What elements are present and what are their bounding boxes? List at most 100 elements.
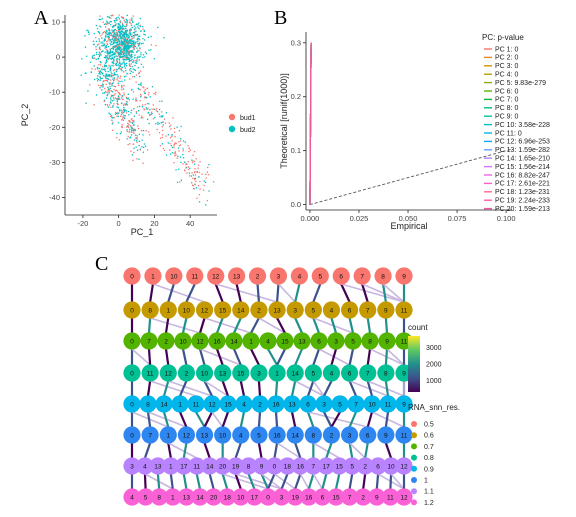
panel-a-point (109, 52, 111, 54)
panel-a-point (128, 126, 130, 129)
panel-a-point (204, 181, 207, 184)
panel-c-res-legend-title: RNA_snn_res. (408, 403, 460, 412)
panel-a-point (104, 65, 106, 67)
panel-a-point (105, 90, 107, 93)
panel-c-edge (211, 411, 224, 428)
panel-a-point (128, 99, 130, 101)
panel-c-node-label: 16 (297, 463, 305, 470)
panel-a-point (104, 47, 106, 49)
panel-c-node-label: 18 (284, 463, 292, 470)
panel-a-point (139, 56, 141, 58)
panel-b-legend-label: PC 7: 0 (495, 97, 518, 104)
panel-c-node-label: 4 (143, 463, 147, 470)
panel-c-node-label: 0 (130, 307, 134, 314)
panel-a-point (115, 89, 117, 92)
panel-a-point (170, 124, 172, 126)
panel-a-point (124, 79, 126, 81)
panel-c-res-legend-swatch (411, 488, 417, 495)
panel-a-point (112, 61, 114, 63)
panel-c-node-label: 1 (275, 370, 279, 377)
panel-a-point (148, 122, 150, 125)
panel-a-point (110, 75, 112, 77)
panel-a-point (102, 81, 104, 83)
panel-a-point (135, 111, 138, 113)
panel-c-node (174, 332, 192, 350)
panel-a-point (136, 138, 138, 140)
panel-c-node (381, 488, 399, 506)
panel-a-point (129, 72, 131, 75)
panel-c-edge (348, 442, 354, 459)
panel-c-node-label: 16 (305, 494, 313, 501)
panel-c-edge (221, 473, 229, 490)
panel-a-point (131, 34, 133, 36)
panel-c-node-label: 2 (330, 432, 334, 439)
panel-a-point (125, 47, 127, 49)
panel-c-edge (164, 348, 170, 366)
panel-a-point (99, 76, 101, 78)
panel-a-point (119, 68, 121, 70)
panel-a-point (136, 149, 139, 151)
panel-a-point (109, 65, 111, 67)
panel-a-point (116, 58, 118, 60)
panel-a-point (107, 32, 109, 34)
panel-a-point (131, 55, 133, 58)
panel-a-point (162, 115, 164, 117)
panel-a-point (116, 74, 118, 76)
panel-c-edge (290, 380, 297, 397)
panel-c-node-label: 14 (206, 463, 214, 470)
panel-c-node (378, 332, 396, 350)
panel-a-point (203, 180, 205, 182)
panel-a-point (128, 114, 130, 116)
panel-a-point (174, 151, 177, 153)
panel-c-node (332, 267, 350, 285)
panel-c-node (195, 301, 214, 319)
panel-a-point (146, 108, 148, 110)
panel-c-edge (277, 283, 296, 303)
panel-a-point (110, 44, 112, 46)
panel-a-point (117, 39, 119, 41)
panel-c-node-label: 0 (130, 338, 134, 345)
panel-a-point (144, 89, 146, 91)
panel-a-point (143, 30, 145, 32)
panel-a-point (108, 57, 110, 59)
panel-a-point (118, 84, 120, 86)
panel-a-point (136, 23, 138, 25)
panel-c-node-label: 0 (130, 401, 134, 408)
panel-a-point (99, 64, 102, 66)
panel-a-point (100, 78, 102, 80)
panel-c-res-legend: 0.50.60.70.80.911.11.2 (411, 421, 434, 507)
panel-a-point (182, 148, 184, 150)
panel-a-point (158, 132, 161, 134)
panel-a-point (142, 42, 144, 45)
panel-c-edge (294, 442, 302, 459)
panel-a-point (187, 166, 190, 168)
panel-a-point (205, 204, 207, 206)
panel-a-point (126, 49, 128, 51)
panel-c-node-label: 4 (298, 273, 302, 280)
panel-a-point (119, 75, 122, 77)
panel-a-point (136, 60, 138, 62)
panel-a-point (126, 53, 128, 55)
panel-a-point (127, 122, 129, 125)
panel-c-node (140, 332, 158, 350)
panel-a-point (122, 119, 125, 121)
panel-c-node (187, 395, 205, 413)
panel-a-point (104, 57, 107, 59)
panel-c-node (232, 364, 250, 382)
panel-a-point (121, 126, 123, 129)
panel-a-point (131, 21, 134, 24)
panel-c-node-label: 4 (239, 432, 243, 439)
panel-a-point (97, 80, 99, 82)
panel-c-node-label: 7 (354, 401, 358, 408)
panel-a-point (124, 31, 126, 33)
panel-a-point (135, 62, 138, 64)
panel-a-point (95, 37, 97, 39)
panel-a-point (117, 34, 119, 36)
panel-a-point (182, 150, 184, 152)
panel-a-point (112, 25, 115, 27)
panel-c-edge (258, 317, 286, 334)
panel-a-point (98, 48, 101, 50)
panel-a-point (120, 26, 122, 29)
panel-a-point (129, 120, 131, 123)
panel-a-point (115, 46, 117, 48)
